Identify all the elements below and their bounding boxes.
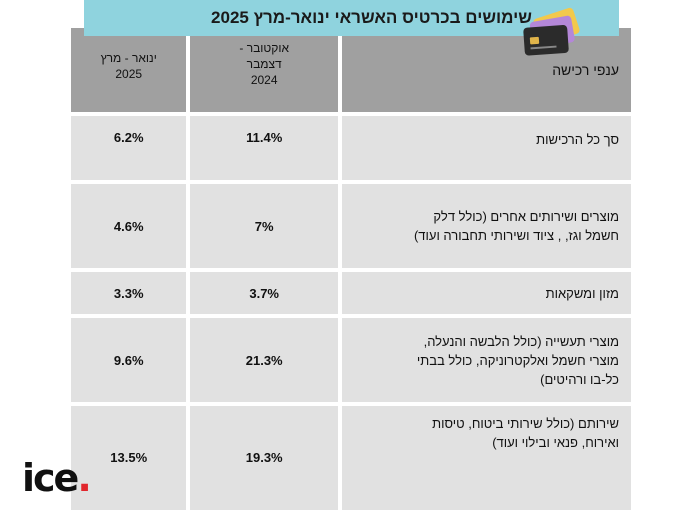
page-title: שימושים בכרטיס האשראי ינואר-מרץ 2025 <box>211 8 532 27</box>
header-category: ענפי רכישה <box>341 28 631 112</box>
row-oct-dec: 11.4% <box>190 116 338 180</box>
purchase-categories-table: ענפי רכישה אוקטובר - דצמבר 2024 ינואר - … <box>67 24 635 514</box>
header-jan-mar: ינואר - מרץ 2025 <box>71 28 187 112</box>
category-line: מזון ומשקאות <box>545 285 619 301</box>
table-row: מוצרי תעשייה (כולל הלבשה והנעלה, מוצרי ח… <box>71 318 631 402</box>
category-line: כל-בו ורהיטים) <box>540 371 619 387</box>
row-jan-mar: 13.5% <box>71 406 187 510</box>
row-jan-mar: 9.6% <box>71 318 187 402</box>
table-row: שירותם (כולל שירותי ביטוח, טיסות ואירוח,… <box>71 406 631 510</box>
row-jan-mar: 6.2% <box>71 116 187 180</box>
header-jan-mar-line: 2025 <box>115 67 143 81</box>
logo-text: ice <box>22 456 79 500</box>
table-row: מוצרים ושירותים אחרים (כולל דלק חשמל וגז… <box>71 184 631 268</box>
header-oct-dec-line: 2024 <box>250 73 278 87</box>
header-oct-dec: אוקטובר - דצמבר 2024 <box>190 28 338 112</box>
category-line: סך כל הרכישות <box>536 132 619 147</box>
credit-cards-icon <box>523 7 580 56</box>
row-oct-dec: 19.3% <box>190 406 338 510</box>
header-jan-mar-line: ינואר - מרץ <box>100 51 157 65</box>
row-oct-dec: 3.7% <box>190 272 338 314</box>
category-line: ואירוח, פנאי ובילוי ועוד) <box>492 435 619 450</box>
row-category: מזון ומשקאות <box>341 272 631 314</box>
table-header-row: ענפי רכישה אוקטובר - דצמבר 2024 ינואר - … <box>71 28 631 112</box>
category-line: מוצרים ושירותים אחרים (כולל דלק <box>433 209 619 224</box>
row-oct-dec: 21.3% <box>190 318 338 402</box>
logo-dot: . <box>77 456 92 500</box>
category-line: מוצרי תעשייה (כולל הלבשה והנעלה, <box>423 333 619 349</box>
row-oct-dec: 7% <box>190 184 338 268</box>
row-jan-mar: 4.6% <box>71 184 187 268</box>
header-oct-dec-line: אוקטובר - <box>239 41 289 55</box>
title-banner: שימושים בכרטיס האשראי ינואר-מרץ 2025 <box>84 0 619 36</box>
ice-logo: ice. <box>22 456 92 500</box>
header-oct-dec-line: דצמבר <box>246 57 282 71</box>
row-category: מוצרי תעשייה (כולל הלבשה והנעלה, מוצרי ח… <box>341 318 631 402</box>
table-row: סך כל הרכישות 11.4% 6.2% <box>71 116 631 180</box>
header-category-label: ענפי רכישה <box>552 61 619 78</box>
row-category: סך כל הרכישות <box>341 116 631 180</box>
category-line: חשמל וגז, , ציוד ושירותי תחבורה ועוד) <box>413 228 619 243</box>
row-category: מוצרים ושירותים אחרים (כולל דלק חשמל וגז… <box>341 184 631 268</box>
row-category: שירותם (כולל שירותי ביטוח, טיסות ואירוח,… <box>341 406 631 510</box>
row-jan-mar: 3.3% <box>71 272 187 314</box>
category-line: מוצרי חשמל ואלקטרוניקה, כולל בבתי <box>416 352 619 368</box>
category-line: שירותם (כולל שירותי ביטוח, טיסות <box>432 416 619 431</box>
table-row: מזון ומשקאות 3.7% 3.3% <box>71 272 631 314</box>
